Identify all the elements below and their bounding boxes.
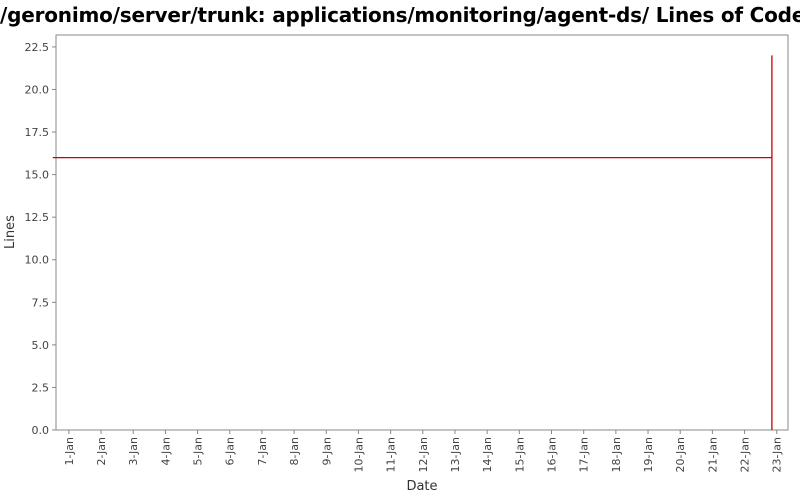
y-axis-title: Lines (3, 215, 18, 249)
x-tick-label: 1-Jan (63, 437, 76, 466)
x-axis-title: Date (406, 479, 437, 494)
x-tick-label: 7-Jan (256, 437, 269, 466)
series-layer (52, 55, 773, 430)
x-tick-label: 17-Jan (578, 437, 591, 473)
y-tick-label: 22.5 (25, 41, 50, 54)
x-axis: 1-Jan 2-Jan 3-Jan 4-Jan 5-Jan 6-Jan 7-Jan 8-Jan… (63, 430, 784, 473)
y-tick-label: 17.5 (25, 126, 50, 139)
y-tick-label: 5.0 (32, 339, 50, 352)
y-axis: 0.0 2.5 5.0 7.5 10.0 12.5 15.0 17.5 20.0 22.5 (25, 41, 56, 437)
x-tick-label: 22-Jan (739, 437, 752, 473)
x-tick-label: 10-Jan (352, 437, 365, 473)
series-line-lines-of-code (52, 55, 773, 430)
x-tick-label: 16-Jan (546, 437, 559, 473)
y-tick-label: 15.0 (25, 169, 50, 182)
x-tick-label: 4-Jan (159, 437, 172, 466)
y-tick-label: 10.0 (25, 254, 50, 267)
x-tick-label: 12-Jan (417, 437, 430, 473)
x-tick-label: 14-Jan (481, 437, 494, 473)
x-tick-label: 3-Jan (127, 437, 140, 466)
y-tick-label: 12.5 (25, 211, 50, 224)
plot-area (55, 34, 789, 431)
y-tick-label: 20.0 (25, 83, 50, 96)
x-tick-label: 21-Jan (706, 437, 719, 473)
x-tick-label: 8-Jan (288, 437, 301, 466)
y-tick-label: 2.5 (32, 381, 50, 394)
x-tick-label: 23-Jan (771, 437, 784, 473)
x-tick-label: 11-Jan (385, 437, 398, 473)
x-tick-label: 19-Jan (642, 437, 655, 473)
chart-title: /geronimo/server/trunk: applications/mon… (0, 3, 800, 27)
x-tick-label: 20-Jan (674, 437, 687, 473)
x-tick-label: 6-Jan (224, 437, 237, 466)
y-tick-label: 0.0 (32, 424, 50, 437)
y-tick-label: 7.5 (32, 296, 50, 309)
x-tick-label: 18-Jan (610, 437, 623, 473)
x-tick-label: 2-Jan (95, 437, 108, 466)
x-tick-label: 13-Jan (449, 437, 462, 473)
x-tick-label: 5-Jan (192, 437, 205, 466)
x-tick-label: 9-Jan (320, 437, 333, 466)
x-tick-label: 15-Jan (513, 437, 526, 473)
